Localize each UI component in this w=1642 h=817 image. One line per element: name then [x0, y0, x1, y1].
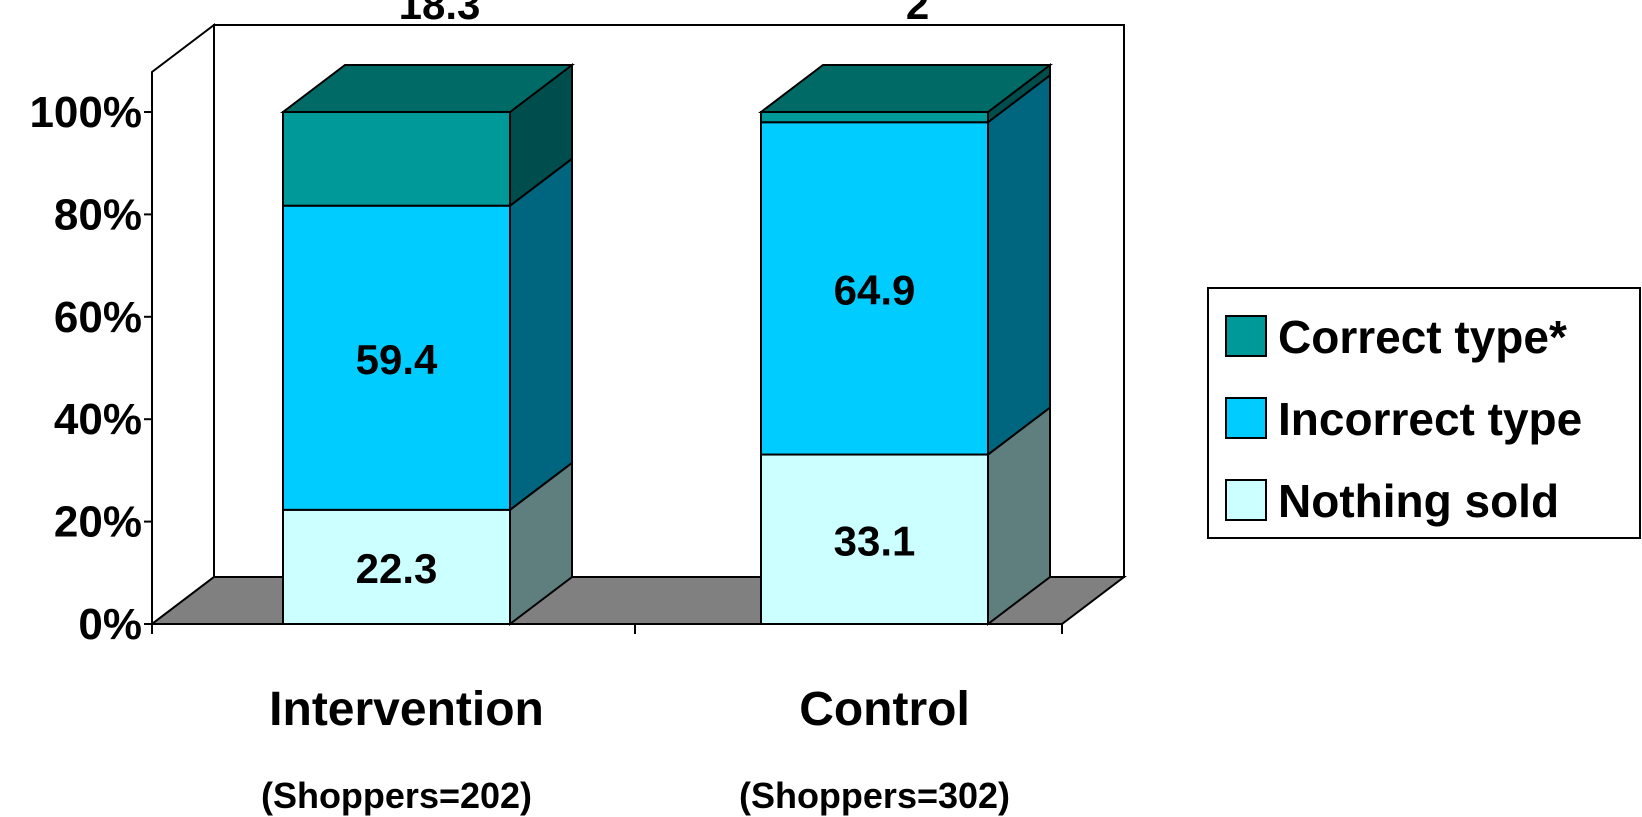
bar-segment: [760, 111, 989, 124]
y-tick-label: 60%: [54, 293, 142, 342]
y-tick-label: 0%: [78, 600, 142, 649]
bar-segment: [282, 111, 511, 207]
y-tick-label: 100%: [29, 88, 142, 137]
side-wall: [151, 22, 215, 627]
bar-segment: [760, 121, 989, 456]
bar-segment-side: [509, 156, 573, 512]
data-label: 64.9: [834, 266, 916, 313]
legend-swatch: [1225, 479, 1267, 521]
legend: Correct type* Incorrect type Nothing sold: [1207, 287, 1641, 539]
legend-entry: Correct type*: [1278, 311, 1567, 363]
bar-segment-side: [987, 73, 1051, 457]
bar-stack-control: 33.1 64.9 2: [758, 0, 1053, 627]
category-sublabel: (Shoppers=202): [261, 775, 532, 816]
legend-swatch: [1225, 397, 1267, 439]
x-axis: Intervention (Shoppers=202) Control (Shoppe…: [151, 623, 1063, 816]
bars: 22.3 59.4 18.3 33.1 64.9 2: [280, 0, 1053, 627]
legend-box: [1207, 287, 1641, 539]
data-label: 18.3: [399, 0, 481, 28]
y-axis: 0% 20% 40% 60% 80% 100%: [29, 88, 153, 649]
y-tick-label: 20%: [54, 498, 142, 547]
y-tick-label: 80%: [54, 190, 142, 239]
data-label: 33.1: [834, 517, 916, 564]
bar-stack-intervention: 22.3 59.4 18.3: [280, 0, 575, 627]
category-label: Control: [799, 683, 970, 736]
category-sublabel: (Shoppers=302): [739, 775, 1010, 816]
legend-swatch: [1225, 315, 1267, 357]
category-label: Intervention: [269, 683, 544, 736]
bar-top: [758, 64, 1053, 113]
bar-top: [280, 64, 575, 113]
bar-segment: [282, 508, 511, 626]
data-label: 22.3: [356, 545, 438, 592]
legend-entry: Nothing sold: [1278, 475, 1559, 527]
data-label: 59.4: [356, 336, 438, 383]
y-tick-label: 40%: [54, 395, 142, 444]
data-label: 2: [906, 0, 929, 28]
legend-entry: Incorrect type: [1278, 393, 1582, 445]
